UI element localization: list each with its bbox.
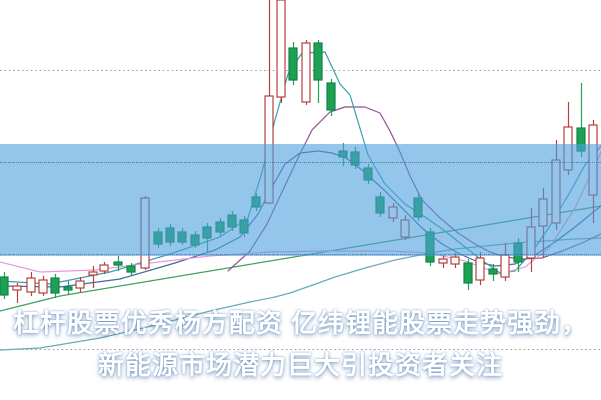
gridlines-group [0,70,601,350]
ma-mid-navy [0,150,601,288]
ma-lines-group [0,51,601,351]
candles-group [0,0,598,303]
ma-fast-teal [0,51,601,285]
ma-long-green [0,205,601,312]
ma-mid-purple [227,106,601,272]
